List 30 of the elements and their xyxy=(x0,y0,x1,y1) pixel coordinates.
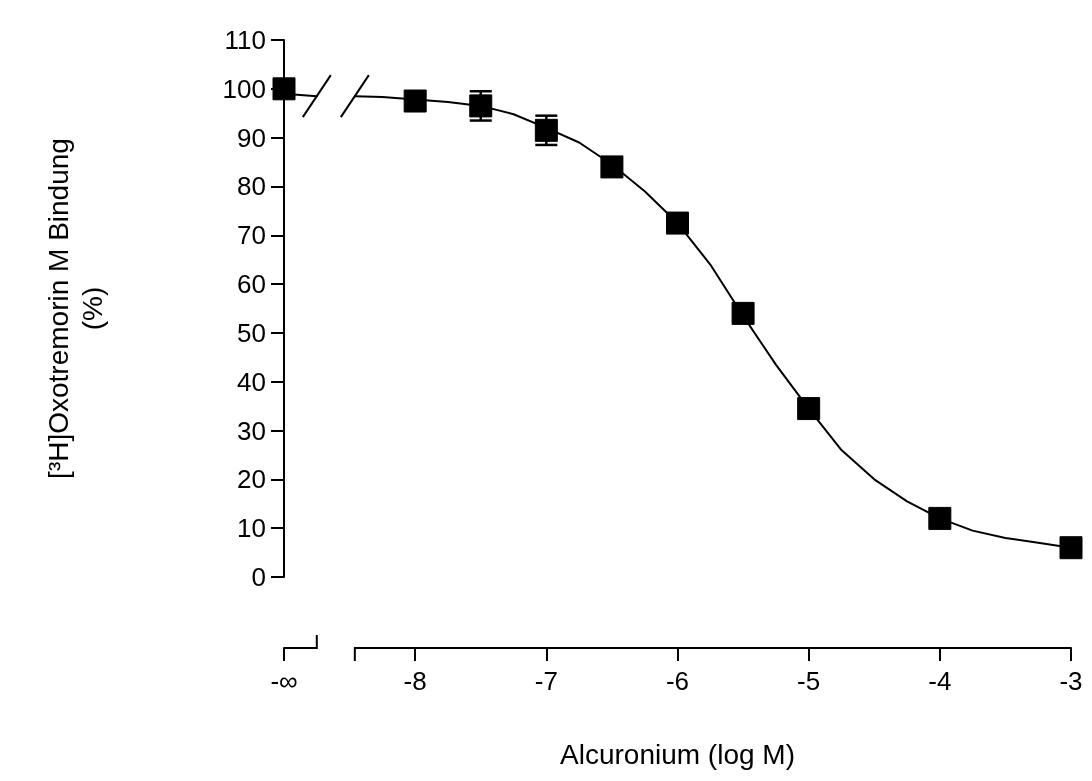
x-axis-title: Alcuronium (log M) xyxy=(560,738,795,770)
y-tick-label: 10 xyxy=(237,513,266,544)
y-tick-label: 110 xyxy=(224,25,266,55)
point xyxy=(534,118,558,142)
y-tick-label: 0 xyxy=(251,562,266,592)
y-tick-label: 30 xyxy=(237,415,266,446)
point xyxy=(272,77,296,101)
y-tick-label: 80 xyxy=(237,171,266,202)
x-tick-label: -3 xyxy=(1059,666,1083,696)
point xyxy=(928,506,952,530)
point xyxy=(731,301,755,325)
y-tick-label: 100 xyxy=(222,73,266,104)
y-axis-title: [³H]Oxotremorin M Bindung (%) xyxy=(42,138,108,479)
point xyxy=(600,155,624,179)
x-tick-label: -7 xyxy=(534,666,558,696)
y-tick-label: 50 xyxy=(237,317,266,348)
y-tick-label: 70 xyxy=(237,220,266,251)
y-tick-label: 20 xyxy=(237,464,266,495)
x-tick-label: -∞ xyxy=(270,666,298,696)
x-tick-label: -8 xyxy=(403,666,427,696)
x-tick-label: -6 xyxy=(665,666,690,696)
x-tick-label: -4 xyxy=(928,666,952,696)
point xyxy=(797,397,821,421)
point xyxy=(666,211,689,235)
x-tick-label: -5 xyxy=(797,666,821,696)
y-tick-label: 60 xyxy=(237,269,266,300)
y-tick-label: 90 xyxy=(237,122,266,153)
y-tick-label: 40 xyxy=(237,366,266,397)
point xyxy=(1059,536,1083,560)
point xyxy=(403,89,427,113)
